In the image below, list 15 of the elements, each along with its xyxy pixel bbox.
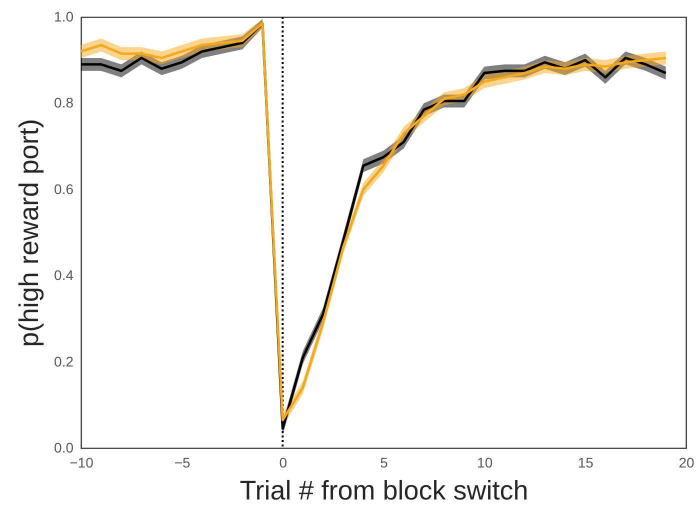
- y-tick-label: 0.0: [54, 440, 74, 456]
- x-tick-label: 5: [380, 454, 388, 470]
- y-axis-title: p(high reward port): [14, 118, 44, 348]
- y-tick-label: 0.6: [54, 180, 74, 197]
- x-tick-label: −5: [174, 454, 191, 470]
- y-tick-label: 0.4: [54, 267, 74, 284]
- x-tick-label: 20: [678, 454, 694, 470]
- x-tick-label: 10: [477, 454, 493, 470]
- x-tick-label: 15: [578, 454, 594, 470]
- y-tick-label: 0.8: [54, 94, 74, 111]
- x-axis-title: Trial # from block switch: [240, 476, 528, 506]
- x-tick-label: 0: [279, 454, 288, 470]
- y-tick-label: 1.0: [54, 8, 74, 24]
- y-tick-label: 0.2: [54, 353, 74, 370]
- x-tick-label: −10: [70, 454, 94, 470]
